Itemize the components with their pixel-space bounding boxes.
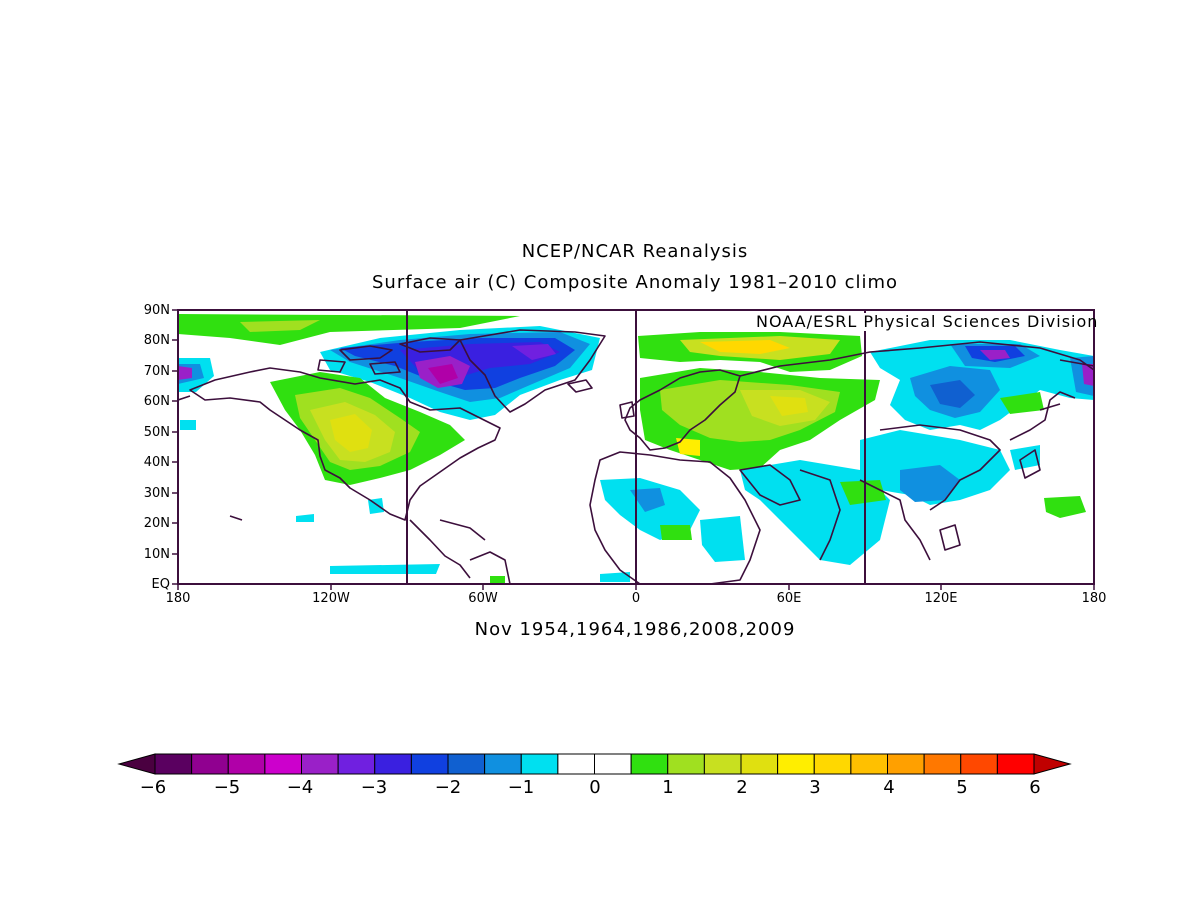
colorbar-swatch — [594, 753, 632, 775]
colorbar-swatch — [264, 753, 303, 775]
map-title: NCEP/NCAR Reanalysis — [521, 241, 749, 262]
colorbar-swatch — [484, 753, 522, 775]
anomaly-region — [330, 414, 372, 452]
anomaly-region — [700, 516, 745, 562]
colorbar-swatch — [777, 753, 815, 775]
lat-label: 40N — [143, 455, 170, 470]
colorbar-swatch — [374, 753, 412, 775]
colorbar-label: −6 — [139, 777, 167, 798]
colorbar-label: 5 — [956, 777, 968, 798]
lat-label: 50N — [143, 425, 170, 440]
anomaly-region — [1000, 392, 1044, 414]
colorbar-label: −4 — [286, 777, 314, 798]
anomaly-region — [930, 380, 975, 408]
anomaly-region — [512, 344, 556, 360]
lat-label: EQ — [151, 577, 170, 592]
coastlines — [178, 329, 1094, 584]
anomaly-field — [178, 314, 1094, 584]
anomaly-region — [676, 438, 700, 456]
anomaly-region — [178, 366, 192, 380]
colorbar-label: 3 — [809, 777, 821, 798]
anomaly-region — [180, 420, 196, 430]
colorbar-swatch — [923, 753, 962, 775]
colorbar-label: 1 — [662, 777, 674, 798]
colorbar-swatch — [887, 753, 925, 775]
anomaly-region — [630, 488, 665, 512]
credit-background — [740, 313, 1092, 331]
colorbar-swatch — [520, 753, 559, 775]
anomaly-region — [700, 340, 790, 354]
colorbar-label: 2 — [736, 777, 748, 798]
reference-meridians — [406, 310, 866, 584]
map-area — [178, 310, 1094, 584]
colorbar-label: −1 — [507, 777, 535, 798]
lon-label: 120W — [312, 591, 350, 606]
composite-years-label: Nov 1954,1964,1986,2008,2009 — [474, 619, 796, 640]
anomaly-region — [600, 572, 630, 582]
colorbar-swatch — [740, 753, 779, 775]
anomaly-region — [1044, 496, 1086, 518]
lat-label: 70N — [143, 364, 170, 379]
colorbar-swatch — [337, 753, 376, 775]
colorbar-swatch — [557, 753, 596, 775]
lon-label: 180 — [165, 591, 191, 606]
anomaly-region — [840, 480, 886, 505]
colorbar-swatch — [850, 753, 889, 775]
lat-label: 60N — [143, 394, 170, 409]
anomaly-region — [296, 514, 314, 522]
anomaly-region — [980, 350, 1010, 360]
anomaly-region — [660, 525, 692, 540]
lat-label: 30N — [143, 486, 170, 501]
colorbar-swatch — [410, 753, 449, 775]
colorbar-arrow-high — [1033, 753, 1072, 775]
lat-label: 80N — [143, 333, 170, 348]
colorbar-label: 0 — [589, 777, 601, 798]
anomaly-region — [490, 576, 505, 584]
colorbar-swatch — [667, 753, 705, 775]
anomaly-region — [240, 320, 320, 332]
anomaly-region — [330, 564, 440, 574]
lon-label: 60W — [468, 591, 498, 606]
lat-label: 20N — [143, 516, 170, 531]
colorbar-label: −3 — [360, 777, 388, 798]
colorbar-swatch — [813, 753, 852, 775]
lon-label: 0 — [631, 591, 641, 606]
anomaly-region — [428, 364, 458, 384]
colorbar-swatch — [301, 753, 339, 775]
lon-label: 60E — [776, 591, 802, 606]
colorbar-swatch — [191, 753, 229, 775]
colorbar-swatch — [996, 753, 1035, 775]
lat-label: 90N — [143, 303, 170, 318]
lon-label: 120E — [924, 591, 958, 606]
lat-label: 10N — [143, 547, 170, 562]
colorbar-swatch — [447, 753, 486, 775]
anomaly-region — [1082, 364, 1094, 386]
colorbar-label: 4 — [883, 777, 895, 798]
colorbar-arrow-low — [117, 753, 156, 775]
colorbar-swatch — [960, 753, 998, 775]
colorbar-label: −2 — [434, 777, 462, 798]
anomaly-region — [770, 396, 808, 416]
colorbar-swatch — [630, 753, 669, 775]
colorbar-swatch — [154, 753, 193, 775]
colorbar — [117, 753, 1072, 775]
lon-label: 180 — [1081, 591, 1107, 606]
map-subtitle: Surface air (C) Composite Anomaly 1981–2… — [371, 272, 899, 293]
credit-label: NOAA/ESRL Physical Sciences Division — [756, 312, 1099, 331]
anomaly-region — [900, 465, 960, 502]
colorbar-label: −5 — [213, 777, 241, 798]
colorbar-swatch — [703, 753, 742, 775]
colorbar-swatch — [227, 753, 266, 775]
colorbar-label: 6 — [1029, 777, 1041, 798]
axis-ticks — [172, 309, 1095, 590]
